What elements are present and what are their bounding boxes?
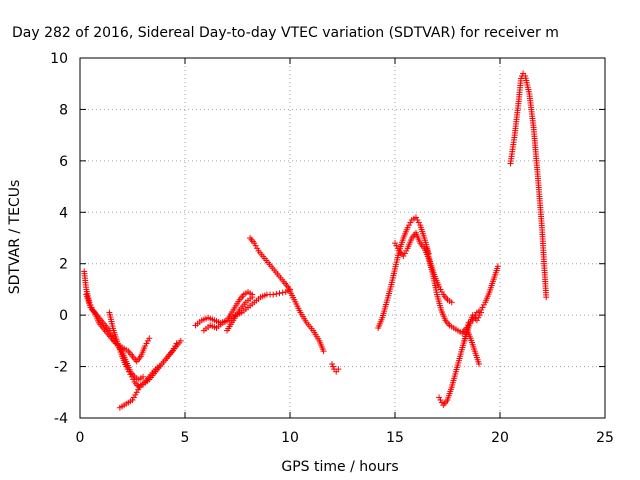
data-point — [136, 384, 143, 391]
data-point — [407, 219, 414, 226]
data-point — [437, 286, 444, 293]
x-tick-label: 10 — [281, 430, 299, 446]
data-point — [144, 337, 151, 344]
data-point — [436, 394, 443, 401]
data-point — [132, 391, 139, 398]
data-point — [254, 245, 261, 252]
plot-frame — [79, 57, 606, 419]
data-point — [543, 294, 550, 301]
axis-ticks: 0 5 10 15 20 25 -4 -2 0 2 4 6 8 10 — [50, 51, 614, 446]
data-point — [330, 363, 337, 370]
data-point — [415, 219, 422, 226]
data-point — [169, 348, 176, 355]
data-point — [437, 397, 444, 403]
data-point — [406, 222, 412, 229]
x-tick-label: 20 — [491, 430, 509, 446]
data-point — [173, 340, 180, 347]
y-tick-label: 10 — [50, 51, 68, 67]
data-point — [143, 340, 150, 347]
data-point — [401, 250, 408, 257]
data-point — [404, 224, 411, 231]
y-tick-label: 8 — [59, 102, 68, 118]
data-point — [329, 361, 335, 367]
y-tick-label: 6 — [59, 154, 68, 170]
data-point — [479, 304, 486, 311]
data-point — [394, 245, 401, 252]
data-point — [438, 399, 445, 406]
data-point — [475, 314, 482, 321]
data-point — [480, 301, 487, 308]
data-point — [392, 240, 398, 247]
data-point — [172, 343, 179, 349]
y-tick-label: 0 — [59, 308, 68, 324]
data-point — [476, 312, 483, 319]
data-point — [400, 253, 407, 259]
data-point — [279, 289, 286, 296]
x-tick-label: 5 — [181, 430, 190, 446]
data-point — [476, 361, 482, 367]
data-point — [436, 283, 443, 290]
data-point — [270, 291, 277, 298]
grid-lines — [80, 58, 605, 418]
x-tick-label: 25 — [596, 430, 614, 446]
y-axis-label: SDTVAR / TECUs — [7, 180, 23, 295]
y-tick-label: 2 — [59, 257, 68, 273]
x-tick-label: 15 — [386, 430, 404, 446]
data-point — [142, 343, 149, 349]
data-point — [478, 309, 485, 316]
data-point — [133, 389, 140, 396]
y-tick-label: 4 — [59, 205, 68, 221]
data-point — [494, 263, 501, 270]
data-point — [127, 371, 134, 378]
data-points — [81, 70, 550, 411]
data-point — [252, 242, 259, 249]
data-point — [335, 366, 342, 373]
data-point — [140, 373, 146, 380]
data-point — [128, 373, 135, 380]
x-axis-label: GPS time / hours — [281, 459, 398, 475]
y-tick-label: -4 — [54, 411, 68, 427]
chart-title: Day 282 of 2016, Sidereal Day-to-day VTE… — [12, 25, 559, 41]
data-point — [126, 368, 132, 375]
data-point — [251, 240, 258, 247]
data-point — [177, 337, 184, 344]
data-point — [249, 294, 256, 301]
data-point — [124, 366, 131, 373]
data-point — [276, 290, 283, 297]
x-tick-label: 0 — [76, 430, 85, 446]
data-point — [130, 376, 137, 383]
data-point — [170, 345, 177, 352]
data-point — [123, 363, 130, 370]
data-point — [273, 290, 280, 297]
data-point — [448, 299, 455, 306]
data-point — [129, 397, 136, 403]
data-point — [393, 242, 400, 249]
data-point — [438, 289, 445, 295]
data-point — [403, 247, 410, 254]
y-tick-label: -2 — [54, 360, 68, 376]
data-point — [135, 386, 142, 393]
data-point — [473, 317, 480, 324]
data-point — [414, 217, 421, 223]
data-point — [146, 335, 153, 342]
data-point — [320, 348, 327, 355]
data-point — [413, 214, 419, 221]
data-point — [130, 394, 137, 401]
